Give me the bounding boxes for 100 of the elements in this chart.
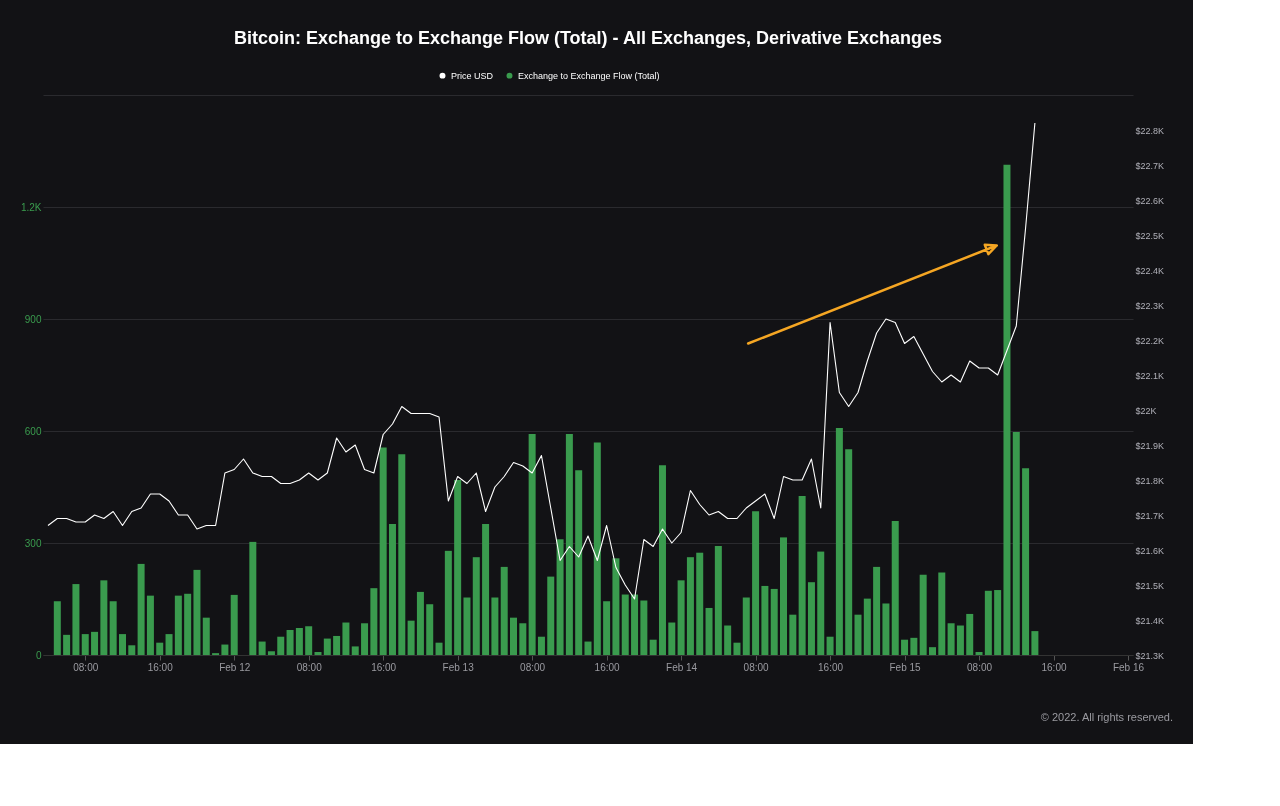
bar (761, 585, 769, 655)
bar (435, 642, 443, 655)
bar (519, 623, 527, 655)
bar (81, 634, 89, 655)
y-tick-label: 900 (24, 313, 42, 325)
y-tick-label: 0 (35, 649, 42, 661)
bar (267, 651, 275, 655)
y2-tick-label: $22.3K (1135, 300, 1165, 311)
bar (128, 645, 136, 655)
bar (593, 442, 601, 655)
bar (416, 591, 424, 655)
y2-tick-label: $21.9K (1135, 440, 1165, 451)
bar (379, 447, 387, 655)
bar (249, 541, 257, 655)
bar (91, 631, 99, 655)
bar (277, 636, 285, 655)
bar (584, 641, 592, 655)
bar (612, 558, 620, 655)
bar (649, 639, 657, 655)
bar (146, 595, 154, 655)
x-tick-label: Feb 12 (219, 661, 251, 673)
bar (258, 641, 266, 655)
bar (873, 566, 881, 655)
bar (919, 574, 927, 655)
bar (491, 597, 499, 655)
bar (137, 563, 145, 655)
x-tick-label: 16:00 (147, 661, 174, 673)
bar (696, 552, 704, 655)
x-tick-label: 08:00 (520, 661, 546, 673)
legend-label: Exchange to Exchange Flow (Total) (518, 70, 660, 81)
bar (286, 629, 294, 655)
bar (221, 644, 229, 655)
bar (780, 537, 788, 655)
bar (882, 603, 890, 655)
bar (789, 614, 797, 655)
y2-tick-label: $22.4K (1135, 265, 1165, 276)
x-tick-label: 16:00 (1041, 661, 1067, 673)
y2-tick-label: $22.7K (1135, 160, 1165, 171)
bar (975, 652, 983, 655)
chart-title: Bitcoin: Exchange to Exchange Flow (Total) - All Exchanges, Derivative Exchanges (233, 28, 943, 48)
bar (947, 623, 955, 655)
bar (118, 634, 126, 655)
bar (621, 594, 629, 655)
bar (807, 582, 815, 655)
bar (565, 433, 573, 655)
bar (854, 614, 862, 655)
bar (677, 580, 685, 655)
x-tick-label: Feb 16 (1112, 661, 1145, 673)
bar (863, 598, 871, 655)
bar (156, 642, 164, 655)
bar (361, 623, 369, 655)
bar (705, 607, 713, 655)
bar (351, 646, 359, 655)
y-tick-label: 300 (24, 537, 42, 549)
bar (193, 569, 201, 655)
bar (165, 634, 173, 655)
legend-label: Price USD (451, 70, 494, 81)
bar (295, 628, 303, 655)
bar (891, 520, 899, 655)
y2-tick-label: $21.7K (1135, 510, 1165, 521)
bar (472, 557, 480, 655)
bar (109, 601, 117, 655)
bar (454, 479, 462, 655)
y2-tick-label: $21.5K (1135, 580, 1165, 591)
bar (230, 594, 238, 655)
bar (910, 637, 918, 655)
x-tick-label: 16:00 (818, 661, 844, 673)
bar (1022, 468, 1030, 655)
bar (742, 597, 750, 655)
y-tick-label: 600 (24, 425, 42, 437)
bar (752, 511, 760, 655)
text: © 2022. All rights reserved. (1040, 711, 1173, 723)
bar (72, 584, 80, 655)
bar (184, 593, 192, 655)
bar (956, 625, 964, 655)
bar (556, 539, 564, 655)
bar (714, 545, 722, 655)
y2-tick-label: $22.2K (1135, 335, 1165, 346)
bar (510, 617, 518, 655)
y2-tick-label: $22K (1135, 405, 1157, 416)
bar (928, 647, 936, 655)
bar (174, 595, 182, 655)
bar (202, 617, 210, 655)
bar (826, 636, 834, 655)
x-tick-label: 08:00 (967, 661, 993, 673)
bar (53, 601, 61, 655)
x-tick-label: 16:00 (371, 661, 397, 673)
y2-tick-label: $22.8K (1135, 125, 1165, 136)
bar (370, 588, 378, 655)
bar (482, 523, 490, 655)
bar (845, 449, 853, 655)
bar (398, 454, 406, 655)
bar (1003, 164, 1011, 655)
bar (314, 652, 322, 655)
bar (100, 580, 108, 655)
bar (528, 433, 536, 655)
bar (631, 594, 639, 655)
x-tick-label: 16:00 (594, 661, 621, 673)
bar (640, 600, 648, 655)
bar (1012, 432, 1020, 655)
